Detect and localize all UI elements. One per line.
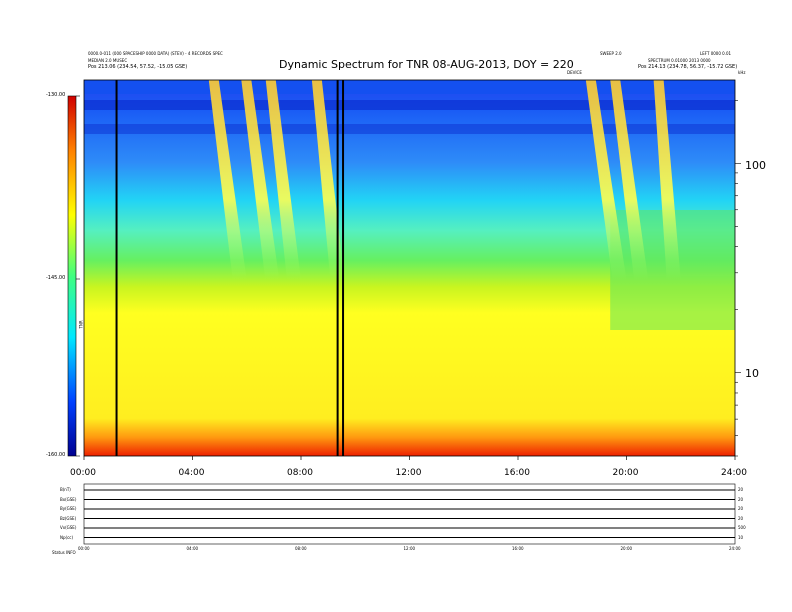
solar-wind-row-right-label: 10 <box>738 534 744 540</box>
x-tick-label: 00:00 <box>70 468 96 478</box>
header-right-small: DEVICE <box>567 70 582 75</box>
x-tick-label: 24:00 <box>721 468 747 478</box>
solar-wind-x-tick-label: 16:00 <box>512 546 524 551</box>
chart-title: Dynamic Spectrum for TNR 08-AUG-2013, DO… <box>279 58 574 71</box>
colorbar-tick-mid: -145.00 <box>46 275 66 281</box>
solar-wind-x-tick-label: 12:00 <box>403 546 416 551</box>
header-right-line1: SWEEP 2.0 <box>600 51 622 56</box>
radio-burst <box>610 80 649 280</box>
x-tick-label: 16:00 <box>504 468 530 478</box>
radio-burst <box>208 80 247 280</box>
solar-wind-row-right-label: 20 <box>738 487 744 492</box>
solar-wind-row-label: B(nT) <box>60 487 71 492</box>
solar-wind-x-tick-label: 00:00 <box>78 546 90 551</box>
x-tick-label: 20:00 <box>612 468 639 478</box>
band-dark <box>84 124 735 134</box>
header-left-line2: MEDIAN 2.0 MUSEC <box>88 58 128 63</box>
colorbar-label: TNR <box>78 320 84 329</box>
header-right-line3: SPECTRUM 0.01000 2013 0000 <box>648 58 711 63</box>
solar-wind-row-right-label: 500 <box>738 525 746 530</box>
solar-wind-row-right-label: 20 <box>738 506 744 511</box>
solar-wind-rows <box>84 489 735 538</box>
solar-wind-row-label: By(GSE) <box>60 506 77 511</box>
solar-wind-row-right-label: 20 <box>738 496 744 502</box>
solar-wind-panel <box>83 483 736 545</box>
solar-wind-row-label: Vx(GSE) <box>60 525 77 530</box>
radio-burst <box>241 80 280 280</box>
solar-wind-row-right-label: 20 <box>738 515 744 521</box>
radio-burst <box>265 80 301 280</box>
x-tick-label: 04:00 <box>178 468 205 478</box>
solar-wind-x-tick-label: 24:00 <box>729 546 741 551</box>
y-axis <box>735 99 741 457</box>
solar-wind-row-label: Bz(GSE) <box>60 515 77 521</box>
x-tick-label: 08:00 <box>287 468 313 478</box>
radio-burst <box>311 80 345 280</box>
x-axis <box>83 456 736 460</box>
colorbar-tick-top: -130.00 <box>46 92 66 98</box>
radio-burst <box>653 80 681 280</box>
solar-wind-row-label: Bx(GSE) <box>60 496 77 502</box>
radio-burst <box>585 80 627 280</box>
header-left-line1: 0000.0-011 (000 SPACESHIP 0000 DATA) (ST… <box>88 51 223 56</box>
band-dark <box>84 100 735 110</box>
khz-label: kHz <box>738 70 746 75</box>
header-right-pos: Pos 214.13 (234.78, 56.37, -15.72 GSE) <box>638 64 738 70</box>
solar-wind-row-label: Np(cc) <box>60 534 74 540</box>
header-right-line2: LEFT 0000 0.01 <box>700 51 732 56</box>
solar-wind-x-tick-label: 04:00 <box>186 546 199 551</box>
header-left-pos: Pos 213.06 (234.54, 57.52, -15.05 GSE) <box>88 64 188 70</box>
y-tick-10: 10 <box>745 367 759 380</box>
x-tick-label: 12:00 <box>395 468 422 478</box>
y-tick-100: 100 <box>745 159 766 172</box>
status-label: Status INFO <box>52 550 76 555</box>
band-top <box>84 80 735 94</box>
colorbar-tick-bottom: -160.00 <box>46 452 66 458</box>
solar-wind-x-tick-label: 20:00 <box>620 546 633 551</box>
colorbar <box>67 95 77 457</box>
spectrogram <box>84 80 735 456</box>
solar-wind-x-tick-label: 08:00 <box>295 546 307 551</box>
